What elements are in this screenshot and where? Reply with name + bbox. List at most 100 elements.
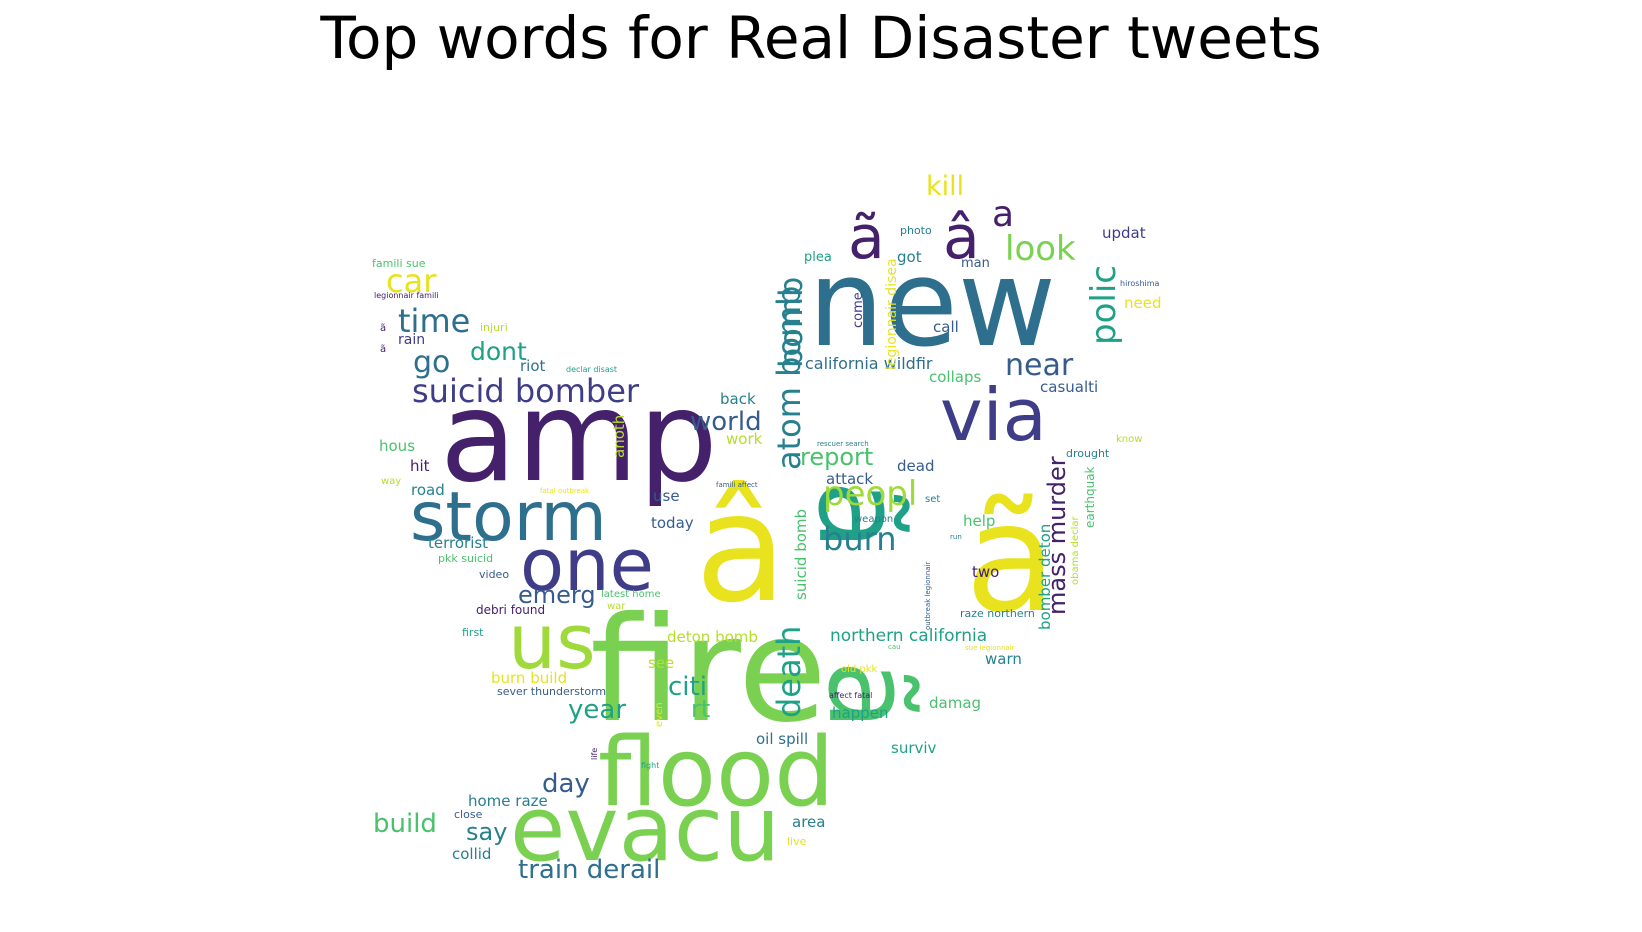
word-ã: ã (965, 472, 1057, 646)
word-old-pkk: old pkk (841, 664, 878, 675)
word-anoth: anoth (610, 415, 628, 458)
word-a: a (992, 194, 1014, 235)
word-attack: attack (826, 470, 873, 488)
word-time: time (398, 302, 470, 340)
word-bomb: bomb (772, 277, 810, 368)
word-legionnair-famili: legionnair famili (374, 291, 439, 300)
word-year: year (568, 695, 626, 725)
word-set: set (925, 494, 940, 505)
word-updat: updat (1102, 224, 1146, 242)
word-world: world (690, 407, 762, 437)
word-two: two (972, 563, 999, 581)
word-burn-build: burn build (491, 669, 567, 687)
word-live: live (787, 835, 807, 848)
word-flood: flood (598, 718, 834, 828)
word-ã: ã (380, 323, 386, 334)
word-cau: cau (888, 643, 901, 651)
word-obama-declar: obama declar (1070, 515, 1081, 585)
word-pkk-suicid: pkk suicid (438, 552, 493, 565)
word-train-derail: train derail (518, 855, 660, 885)
word-new: new (808, 235, 1056, 374)
word-hiroshima: hiroshima (1120, 279, 1160, 288)
word-first: first (462, 626, 484, 639)
word-plea: plea (804, 250, 832, 265)
word-mass-murder: mass murder (1043, 456, 1071, 615)
word-amp: amp (440, 365, 718, 510)
word-outbreak-legionnair: outbreak legionnair (924, 561, 932, 630)
word-use: use (653, 487, 680, 505)
word-storm: storm (410, 478, 607, 557)
word-come: come (851, 292, 866, 328)
word-hit: hit (410, 457, 430, 475)
word-back: back (720, 390, 756, 408)
word-evacu: evacu (510, 777, 780, 882)
word-say: say (466, 818, 507, 846)
word-happen: happen (832, 704, 888, 722)
word-road: road (411, 481, 445, 499)
word-one: one (520, 523, 654, 607)
word-got: got (897, 248, 922, 266)
word-â: â (943, 203, 980, 273)
word-deton-bomb: deton bomb (667, 628, 758, 646)
word-life: life (590, 748, 599, 760)
word-near: near (1005, 348, 1074, 383)
word-dont: dont (470, 337, 527, 366)
word-video: video (479, 568, 509, 581)
word-rescuer-search: rescuer search (817, 440, 869, 448)
word-suicid-bomber: suicid bomber (412, 372, 640, 410)
word-photo: photo (900, 224, 932, 237)
word-northern-california: northern california (830, 626, 987, 646)
word-latest-home: latest home (601, 589, 661, 600)
word-help: help (963, 512, 995, 530)
word-famili-sue: famili sue (372, 257, 426, 270)
word-collid: collid (452, 845, 491, 863)
word-collaps: collaps (929, 368, 981, 386)
word-weapon: weapon (854, 514, 893, 525)
word-call: call (933, 318, 959, 336)
word-casualti: casualti (1040, 378, 1098, 396)
word-run: run (950, 533, 962, 541)
word-home-raze: home raze (468, 792, 548, 810)
word-man: man (961, 256, 990, 271)
word-rain: rain (398, 332, 425, 348)
word-fight: fight (641, 761, 659, 770)
word-bomber-deton: bomber deton (1036, 524, 1054, 630)
word-warn: warn (985, 650, 1022, 668)
word-ã: ã (380, 344, 386, 355)
word-know: know (1116, 434, 1142, 445)
word-ã: ã (802, 660, 936, 730)
word-go: go (413, 345, 450, 380)
word-citi: citi (668, 672, 707, 702)
word-build: build (373, 809, 437, 839)
word-earthquak: earthquak (1083, 466, 1097, 528)
word-ã: ã (792, 480, 926, 550)
word-â: â (695, 462, 787, 636)
word-ã: ã (848, 203, 885, 273)
word-damag: damag (929, 694, 981, 712)
word-oil-spill: oil spill (756, 730, 808, 748)
word-emerg: emerg (518, 581, 596, 609)
word-debri-found: debri found (476, 603, 545, 617)
word-area: area (792, 813, 825, 831)
word-kill: kill (926, 171, 964, 202)
word-way: way (381, 476, 401, 487)
word-hous: hous (379, 437, 415, 455)
word-death: death (770, 626, 808, 718)
word-via: via (940, 373, 1047, 457)
word-dead: dead (897, 457, 934, 475)
word-work: work (726, 430, 763, 448)
word-war: war (607, 601, 626, 612)
word-look: look (1005, 229, 1076, 269)
word-day: day (542, 769, 590, 799)
word-affect-fatal: affect fatal (829, 691, 872, 700)
word-need: need (1124, 294, 1162, 312)
word-surviv: surviv (891, 739, 937, 757)
word-injuri: injuri (480, 321, 508, 334)
word-polic: polic (1084, 265, 1124, 345)
word-even: even (654, 702, 665, 727)
word-declar-disast: declar disast (566, 365, 617, 374)
word-terrorist: terrorist (428, 534, 488, 552)
word-report: report (800, 443, 873, 471)
word-fire: fire (590, 586, 827, 755)
word-california-wildfir: california wildfir (805, 354, 933, 373)
